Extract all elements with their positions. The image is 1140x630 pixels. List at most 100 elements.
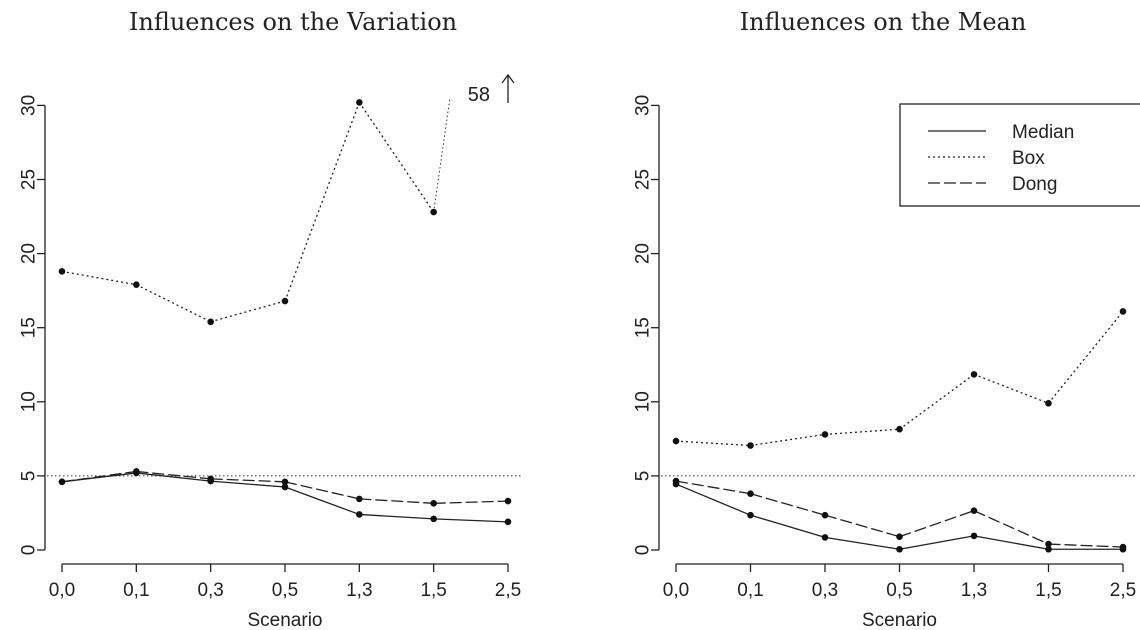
x-tick-label: 0,3	[812, 580, 838, 601]
series-line-segment	[824, 428, 900, 436]
data-point	[970, 507, 978, 515]
data-point	[896, 533, 903, 540]
y-tick-label: 30	[19, 95, 40, 116]
series-line-segment	[750, 433, 826, 447]
series-line-segment	[359, 513, 434, 520]
legend-box	[899, 103, 1140, 207]
data-point	[672, 477, 680, 485]
series-median	[672, 480, 1127, 553]
x-tick-label: 0,0	[663, 580, 689, 601]
series-line-segment	[284, 102, 360, 302]
data-point	[896, 545, 903, 553]
data-point	[747, 490, 754, 497]
series-line-segment	[675, 483, 751, 516]
series-dong	[672, 477, 1127, 551]
data-point	[356, 495, 363, 503]
y-tick-label: 15	[633, 317, 654, 338]
y-tick-label: 0	[19, 545, 40, 556]
series-line-segment	[210, 480, 286, 488]
series-line-segment	[359, 498, 434, 504]
x-tick-label: 2,5	[495, 580, 521, 601]
series-line-segment	[136, 470, 211, 480]
x-tick-label: 1,3	[961, 580, 987, 601]
data-point	[504, 497, 512, 505]
y-tick-label: 5	[633, 471, 654, 482]
data-point	[504, 518, 512, 526]
series-dong	[58, 468, 512, 507]
x-axis-label: Scenario	[862, 610, 937, 630]
series-line-segment	[284, 481, 360, 500]
data-point	[1045, 540, 1052, 548]
series-line-segment	[973, 373, 1049, 404]
y-tick-label: 0	[633, 545, 654, 556]
x-tick-label: 0,1	[123, 580, 149, 601]
legend: Median Box Dong	[899, 103, 1140, 207]
x-tick-label: 0,5	[886, 580, 912, 601]
x-tick-label: 0,1	[737, 580, 763, 601]
y-tick-label: 25	[19, 169, 40, 190]
data-point	[1119, 308, 1127, 315]
data-point	[747, 442, 754, 449]
data-point	[58, 268, 66, 275]
y-tick-label: 10	[633, 391, 654, 412]
y-tick-label: 10	[19, 391, 40, 412]
data-point	[430, 208, 437, 216]
x-tick-label: 1,3	[346, 580, 372, 601]
x-tick-label: 0,3	[197, 580, 223, 601]
series-line-segment	[433, 97, 451, 213]
series-line-segment	[973, 510, 1049, 545]
data-point	[1119, 543, 1127, 551]
series-line-segment	[973, 535, 1049, 550]
x-tick-label: 1,5	[1035, 580, 1061, 601]
series-line-segment	[136, 472, 211, 482]
series-line-segment	[750, 514, 826, 539]
series-line-segment	[1048, 543, 1124, 548]
y-tick-label: 30	[633, 95, 654, 116]
series-line-segment	[433, 500, 509, 504]
series-median	[58, 469, 512, 526]
series-line-segment	[899, 373, 975, 430]
series-line-segment	[433, 518, 509, 523]
data-point	[133, 281, 140, 289]
data-point	[747, 511, 754, 519]
data-point	[207, 318, 214, 326]
legend-label: Box	[1012, 148, 1045, 169]
data-point	[821, 431, 829, 438]
series-box	[58, 97, 451, 326]
series-line-segment	[284, 486, 360, 516]
data-point	[821, 511, 829, 519]
data-point	[672, 437, 680, 445]
legend-label: Median	[1012, 122, 1074, 143]
data-point	[1045, 545, 1052, 553]
series-box	[672, 308, 1127, 449]
data-point	[281, 297, 289, 305]
off-scale-annotation: 58	[468, 84, 490, 106]
series-line-segment	[61, 472, 137, 483]
series-line-segment	[899, 535, 975, 550]
chart-title: Influences on the Mean	[740, 8, 1027, 36]
chart-panel-1: Influences on the Variation 0 5 10 15 20 25 30 0…	[19, 8, 522, 630]
y-tick-label: 15	[19, 317, 40, 338]
chart-panel-2: Influences on the Mean 0 5 10 15 20 25 30 0,0 0,1…	[633, 8, 1140, 630]
series-line-segment	[899, 510, 975, 538]
x-tick-label: 0,0	[49, 580, 75, 601]
x-tick-label: 1,5	[420, 580, 446, 601]
chart-title: Influences on the Variation	[129, 8, 457, 36]
series-line-segment	[1047, 310, 1124, 404]
series-line-segment	[675, 480, 751, 495]
x-axis-label: Scenario	[248, 610, 323, 630]
data-point	[970, 532, 978, 540]
data-point	[970, 371, 978, 378]
data-point	[356, 511, 363, 518]
data-point	[430, 515, 437, 523]
series-line-segment	[750, 493, 826, 516]
data-point	[281, 483, 289, 491]
legend-label: Dong	[1012, 174, 1057, 195]
series-line-segment	[61, 270, 137, 286]
up-arrow-head	[501, 73, 515, 84]
data-point	[356, 99, 363, 106]
data-point	[896, 425, 903, 433]
x-tick-label: 2,5	[1110, 580, 1136, 601]
data-point	[133, 468, 140, 475]
data-point	[281, 478, 289, 486]
